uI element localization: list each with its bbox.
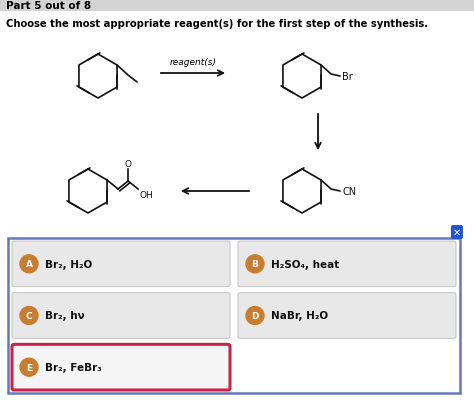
- Text: C: C: [26, 311, 32, 320]
- FancyBboxPatch shape: [12, 241, 230, 287]
- Text: A: A: [26, 260, 33, 269]
- Text: B: B: [252, 260, 258, 269]
- Text: Br: Br: [342, 72, 353, 82]
- FancyBboxPatch shape: [0, 0, 474, 12]
- FancyBboxPatch shape: [12, 293, 230, 338]
- Circle shape: [20, 255, 38, 273]
- FancyBboxPatch shape: [238, 293, 456, 338]
- Text: D: D: [251, 311, 259, 320]
- Circle shape: [20, 307, 38, 325]
- Text: E: E: [26, 363, 32, 372]
- FancyBboxPatch shape: [12, 344, 230, 390]
- Text: Br₂, H₂O: Br₂, H₂O: [45, 259, 92, 269]
- Text: H₂SO₄, heat: H₂SO₄, heat: [271, 259, 339, 269]
- Text: CN: CN: [342, 186, 356, 196]
- Text: Part 5 out of 8: Part 5 out of 8: [6, 1, 91, 11]
- FancyBboxPatch shape: [238, 241, 456, 287]
- Circle shape: [246, 255, 264, 273]
- FancyBboxPatch shape: [8, 239, 460, 393]
- Text: NaBr, H₂O: NaBr, H₂O: [271, 311, 328, 321]
- Text: ✕: ✕: [453, 227, 461, 237]
- Text: Br₂, hν: Br₂, hν: [45, 311, 85, 321]
- Circle shape: [20, 358, 38, 376]
- Text: Br₂, FeBr₃: Br₂, FeBr₃: [45, 362, 102, 372]
- Circle shape: [246, 307, 264, 325]
- Text: OH: OH: [139, 190, 153, 200]
- Text: O: O: [125, 160, 132, 168]
- Text: reagent(s): reagent(s): [170, 58, 217, 67]
- Text: Choose the most appropriate reagent(s) for the first step of the synthesis.: Choose the most appropriate reagent(s) f…: [6, 19, 428, 29]
